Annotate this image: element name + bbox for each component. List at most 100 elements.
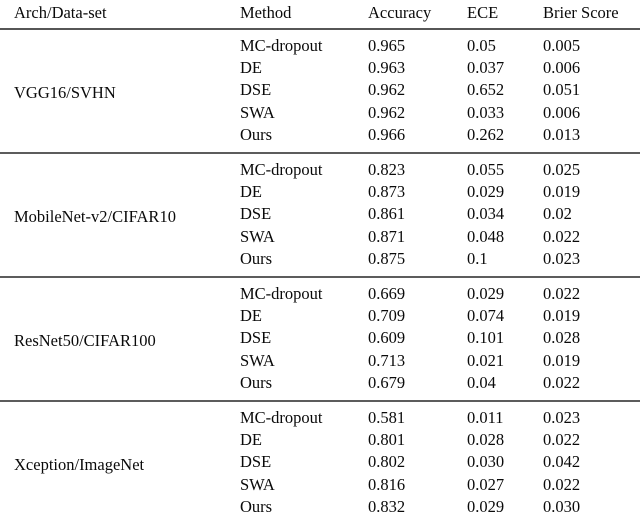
table-row: VGG16/SVHN MC-dropout 0.965 0.05 0.005	[0, 29, 640, 102]
method-cell: DSE	[240, 80, 272, 100]
method-cell: SWA	[240, 350, 275, 370]
table-row: MobileNet-v2/CIFAR10 MC-dropout 0.823 0.…	[0, 153, 640, 226]
brier-cell: 0.019	[543, 350, 581, 370]
method-cell: DSE	[240, 204, 272, 224]
header-method: Method	[240, 0, 368, 30]
table-header: Arch/Data-set Method Accuracy ECE Brier …	[0, 0, 640, 30]
method-cell: Ours	[240, 372, 273, 392]
method-cell: SWA	[240, 226, 275, 246]
ece-cell: 0.029	[467, 284, 505, 304]
method-cell: DE	[240, 306, 262, 326]
table-group-vgg16-svhn: VGG16/SVHN MC-dropout 0.965 0.05 0.005 D…	[0, 29, 640, 154]
brier-cell: 0.025	[543, 160, 581, 180]
method-cell: DSE	[240, 328, 272, 348]
ece-cell: 0.033	[467, 102, 505, 122]
brier-cell: 0.02	[543, 204, 572, 224]
method-cell: MC-dropout	[240, 284, 323, 304]
accuracy-cell: 0.966	[368, 124, 406, 144]
accuracy-cell: 0.801	[368, 430, 406, 450]
brier-cell: 0.019	[543, 306, 581, 326]
ece-cell: 0.030	[467, 452, 505, 472]
table-row: Ours 0.679 0.04 0.022	[0, 372, 640, 401]
table-row: SWA 0.962 0.033 0.006	[0, 102, 640, 124]
ece-cell: 0.027	[467, 474, 505, 494]
method-cell: Ours	[240, 248, 273, 268]
method-cell: SWA	[240, 102, 275, 122]
header-brier-score: Brier Score	[543, 0, 640, 30]
arch-cell: VGG16/SVHN	[14, 83, 116, 103]
table-row: Ours 0.875 0.1 0.023	[0, 248, 640, 277]
accuracy-cell: 0.875	[368, 248, 406, 268]
table-row: ResNet50/CIFAR100 MC-dropout 0.669 0.029…	[0, 277, 640, 350]
ece-cell: 0.028	[467, 430, 505, 450]
table-row: DE 0.709 0.074 0.019	[0, 305, 640, 327]
table-row: DE 0.801 0.028 0.022	[0, 429, 640, 451]
ece-cell: 0.652	[467, 80, 505, 100]
accuracy-cell: 0.871	[368, 226, 406, 246]
brier-cell: 0.022	[543, 430, 581, 450]
accuracy-cell: 0.963	[368, 58, 406, 78]
arch-cell: Xception/ImageNet	[14, 455, 145, 475]
table-row: Ours 0.832 0.029 0.030	[0, 496, 640, 521]
ece-cell: 0.029	[467, 182, 505, 202]
method-cell: Ours	[240, 496, 273, 516]
ece-cell: 0.021	[467, 350, 505, 370]
ece-cell: 0.037	[467, 58, 505, 78]
header-arch-dataset: Arch/Data-set	[0, 0, 240, 30]
table-row: Ours 0.966 0.262 0.013	[0, 124, 640, 153]
method-cell: DE	[240, 58, 262, 78]
accuracy-cell: 0.709	[368, 306, 406, 326]
header-accuracy: Accuracy	[368, 0, 467, 30]
accuracy-cell: 0.962	[368, 80, 406, 100]
arch-cell: MobileNet-v2/CIFAR10	[14, 207, 176, 227]
brier-cell: 0.030	[543, 496, 581, 516]
accuracy-cell: 0.581	[368, 408, 406, 428]
method-cell: DE	[240, 430, 262, 450]
table-group-xception-imagenet: Xception/ImageNet MC-dropout 0.581 0.011…	[0, 401, 640, 521]
accuracy-cell: 0.669	[368, 284, 406, 304]
arch-cell: ResNet50/CIFAR100	[14, 331, 156, 351]
brier-cell: 0.006	[543, 102, 581, 122]
table-row: DE 0.873 0.029 0.019	[0, 181, 640, 203]
accuracy-cell: 0.832	[368, 496, 406, 516]
table-row: DSE 0.802 0.030 0.042	[0, 451, 640, 473]
ece-cell: 0.011	[467, 408, 504, 428]
table-row: DSE 0.609 0.101 0.028	[0, 327, 640, 349]
accuracy-cell: 0.823	[368, 160, 406, 180]
table-row: DE 0.963 0.037 0.006	[0, 57, 640, 79]
method-cell: SWA	[240, 474, 275, 494]
table-row: SWA 0.816 0.027 0.022	[0, 474, 640, 496]
table-row: SWA 0.871 0.048 0.022	[0, 226, 640, 248]
method-cell: Ours	[240, 124, 273, 144]
brier-cell: 0.006	[543, 58, 581, 78]
method-cell: DSE	[240, 452, 272, 472]
ece-cell: 0.05	[467, 36, 496, 55]
accuracy-cell: 0.802	[368, 452, 406, 472]
table-group-mobilenet-cifar10: MobileNet-v2/CIFAR10 MC-dropout 0.823 0.…	[0, 153, 640, 278]
table-row: SWA 0.713 0.021 0.019	[0, 350, 640, 372]
brier-cell: 0.013	[543, 124, 581, 144]
ece-cell: 0.04	[467, 372, 496, 392]
ece-cell: 0.101	[467, 328, 505, 348]
table-group-resnet50-cifar100: ResNet50/CIFAR100 MC-dropout 0.669 0.029…	[0, 277, 640, 402]
brier-cell: 0.028	[543, 328, 581, 348]
brier-cell: 0.022	[543, 284, 581, 304]
brier-cell: 0.023	[543, 408, 581, 428]
method-cell: MC-dropout	[240, 160, 323, 180]
ece-cell: 0.034	[467, 204, 505, 224]
method-cell: MC-dropout	[240, 408, 323, 428]
brier-cell: 0.022	[543, 226, 581, 246]
brier-cell: 0.042	[543, 452, 581, 472]
accuracy-cell: 0.861	[368, 204, 406, 224]
method-cell: MC-dropout	[240, 36, 323, 55]
ece-cell: 0.1	[467, 248, 488, 268]
brier-cell: 0.022	[543, 372, 581, 392]
ece-cell: 0.048	[467, 226, 505, 246]
accuracy-cell: 0.816	[368, 474, 406, 494]
ece-cell: 0.029	[467, 496, 505, 516]
header-row: Arch/Data-set Method Accuracy ECE Brier …	[0, 0, 640, 30]
table-row: Xception/ImageNet MC-dropout 0.581 0.011…	[0, 401, 640, 474]
accuracy-cell: 0.873	[368, 182, 406, 202]
